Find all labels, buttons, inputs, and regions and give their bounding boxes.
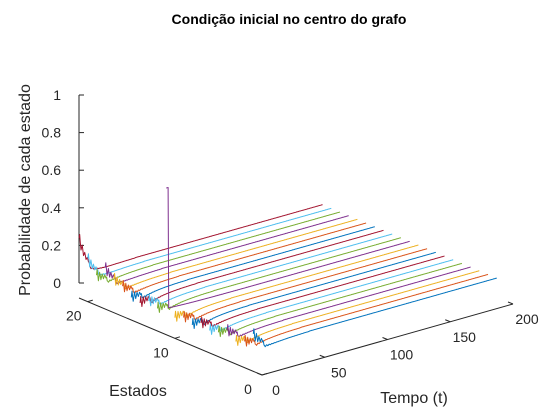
time-tick-label: 200 [515,311,539,327]
z-tick-label: 0.2 [42,237,62,253]
z-axis-label: Probabilidade de cada estado [17,84,34,296]
z-tick-label: 0 [53,275,61,291]
time-tick-mark [382,337,388,340]
series-line-state-16 [122,222,367,294]
series-group [78,187,497,348]
series-line-state-11 [166,187,410,309]
states-tick-label: 10 [153,344,169,360]
z-tick-label: 0.4 [42,200,62,216]
z-tick-label: 1 [53,87,61,103]
series-line-state-14 [139,229,384,307]
time-axis-label: Tempo (t) [380,390,448,407]
series-line-state-8 [191,251,436,329]
series-line-state-12 [157,237,402,313]
states-axis-label: Estados [109,383,167,400]
series-line-state-3 [235,270,480,346]
axes [78,95,514,376]
states-tick-mark [261,373,268,376]
series-line-state-17 [113,218,358,290]
states-tick-mark [174,336,181,339]
time-tick-label: 50 [331,364,347,380]
time-tick-mark [319,354,325,358]
series-line-state-4 [226,266,471,338]
series-line-state-1 [252,277,497,348]
series-line-state-2 [244,273,489,347]
time-tick-label: 150 [453,329,477,345]
z-tick-label: 0.6 [42,162,62,178]
series-line-state-21 [78,204,323,270]
states-tick-label: 20 [66,308,82,324]
z-tick-label: 0.8 [42,125,62,141]
time-tick-label: 100 [390,347,414,363]
series-line-state-18 [104,215,349,285]
series-line-state-15 [130,226,375,302]
series-line-state-5 [217,262,463,338]
series-line-state-10 [174,244,419,322]
chart-title: Condição inicial no centro do grafo [172,11,407,27]
series-line-state-9 [183,248,428,323]
time-tick-mark [507,301,514,305]
series-line-state-19 [96,211,341,283]
series-line-state-13 [148,233,393,307]
states-tick-label: 0 [244,381,252,397]
series-line-state-6 [209,259,454,335]
time-tick-mark [445,319,451,323]
time-tick-mark [256,372,263,376]
states-axis-line [78,297,263,376]
states-tick-mark [87,299,93,303]
series-line-state-7 [200,255,445,329]
series-line-state-20 [87,207,332,277]
time-tick-label: 0 [272,382,280,398]
